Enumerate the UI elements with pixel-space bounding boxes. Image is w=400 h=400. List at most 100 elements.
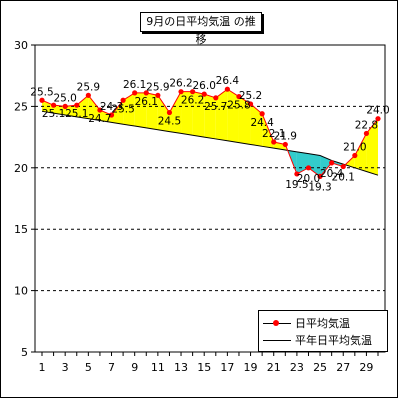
daily-temp-point — [50, 102, 57, 108]
x-tick-label: 23 — [290, 361, 304, 374]
fill-segment — [53, 105, 66, 115]
y-tick-label: 10 — [14, 285, 28, 298]
data-label: 24.4 — [250, 117, 274, 129]
data-label: 26.1 — [135, 96, 158, 108]
chart-title: 9月の日平均気温 の推移 — [140, 12, 262, 46]
legend-entry-daily: 日平均気温 — [263, 316, 350, 330]
y-tick-label: 20 — [14, 162, 28, 175]
data-label: 19.3 — [308, 181, 331, 193]
daily-temp-point — [178, 89, 184, 95]
fill-segment — [238, 96, 251, 145]
daily-temp-point — [282, 141, 288, 148]
daily-temp-point — [155, 92, 161, 98]
x-tick-label: 1 — [39, 361, 46, 374]
data-labels-group: 25.525.125.025.125.924.724.325.526.126.1… — [30, 75, 389, 193]
fill-segment — [65, 105, 77, 117]
fill-segment — [331, 160, 344, 167]
fill-segment — [123, 92, 135, 127]
fill-segment — [134, 92, 147, 128]
data-label: 22.8 — [355, 119, 378, 131]
x-tick-label: 5 — [85, 361, 92, 374]
daily-temp-point — [352, 152, 358, 159]
normal-temp-line — [41, 110, 379, 176]
daily-temp-point — [201, 91, 207, 97]
data-label: 25.1 — [42, 108, 65, 120]
fill-segment — [88, 95, 100, 121]
data-label: 26.2 — [181, 95, 204, 107]
fill-segment — [204, 94, 216, 139]
data-label: 24.7 — [88, 113, 111, 125]
daily-temp-point — [132, 90, 138, 96]
daily-temp-point — [329, 160, 335, 166]
fill-area-group — [42, 89, 378, 177]
data-label: 25.0 — [53, 92, 76, 104]
daily-temp-point — [97, 107, 103, 113]
legend-entry-normal: 平年日平均気温 — [263, 333, 372, 347]
daily-temp-point — [213, 95, 219, 101]
data-label: 19.5 — [285, 179, 308, 191]
legend: 日平均気温 平年日平均気温 — [258, 310, 388, 352]
x-tick-label: 21 — [267, 361, 281, 374]
plot-area — [34, 44, 386, 353]
fill-segment — [262, 113, 274, 149]
data-label: 20.1 — [332, 172, 355, 184]
daily-temp-point — [74, 102, 80, 108]
fill-segment — [308, 153, 321, 177]
x-tick-label: 3 — [62, 361, 69, 374]
data-label: 26.1 — [123, 79, 146, 91]
data-label: 21.0 — [343, 142, 366, 154]
grid-group — [35, 105, 385, 292]
daily-temp-point — [294, 171, 300, 177]
daily-temp-point — [259, 111, 265, 117]
data-label: 26.2 — [169, 78, 192, 90]
data-label: 22.1 — [262, 128, 285, 140]
fill-segment — [250, 103, 263, 147]
data-label: 26.0 — [193, 80, 216, 92]
x-tick-label: 17 — [220, 361, 234, 374]
series-lines-group — [41, 88, 379, 178]
fill-segment — [354, 133, 367, 172]
daily-temp-point — [143, 90, 149, 96]
fill-segment — [296, 151, 309, 174]
daily-temp-point — [271, 139, 277, 145]
y-tick-label: 5 — [21, 346, 28, 359]
daily-temp-point — [39, 97, 45, 103]
fill-segment — [192, 91, 205, 138]
x-tick-label: 27 — [336, 361, 350, 374]
daily-temp-line — [41, 88, 379, 178]
legend-swatch-normal — [263, 335, 291, 345]
x-tick-label: 11 — [151, 361, 165, 374]
data-label: 25.9 — [146, 81, 169, 93]
fill-segment — [345, 155, 355, 168]
daily-temp-point — [317, 173, 323, 179]
daily-temp-point — [166, 109, 173, 116]
data-label: 25.5 — [111, 103, 134, 115]
fill-segment — [157, 95, 170, 132]
y-tick-label: 25 — [14, 100, 28, 113]
fill-segment — [146, 92, 158, 130]
daily-temp-point — [363, 130, 370, 137]
fill-segment — [320, 155, 332, 177]
data-label: 25.5 — [30, 86, 53, 98]
x-tick-label: 9 — [131, 361, 138, 374]
fill-segment — [215, 89, 228, 141]
x-tick-label: 19 — [244, 361, 258, 374]
daily-temp-point — [305, 165, 312, 171]
daily-temp-point — [247, 101, 254, 107]
fill-segment — [181, 91, 193, 136]
x-tick-label: 7 — [108, 361, 115, 374]
daily-temp-point — [62, 103, 68, 109]
data-label: 25.2 — [239, 90, 262, 102]
fill-segment — [99, 110, 112, 123]
fill-segment — [366, 118, 378, 176]
daily-temp-point — [375, 116, 381, 122]
x-tick-label: 25 — [313, 361, 327, 374]
data-label: 24.0 — [366, 105, 389, 117]
x-tick-label: 15 — [197, 361, 211, 374]
data-label: 26.4 — [216, 75, 240, 87]
daily-temp-point — [340, 163, 346, 170]
daily-temp-point — [120, 97, 126, 103]
daily-temp-point — [108, 112, 115, 118]
